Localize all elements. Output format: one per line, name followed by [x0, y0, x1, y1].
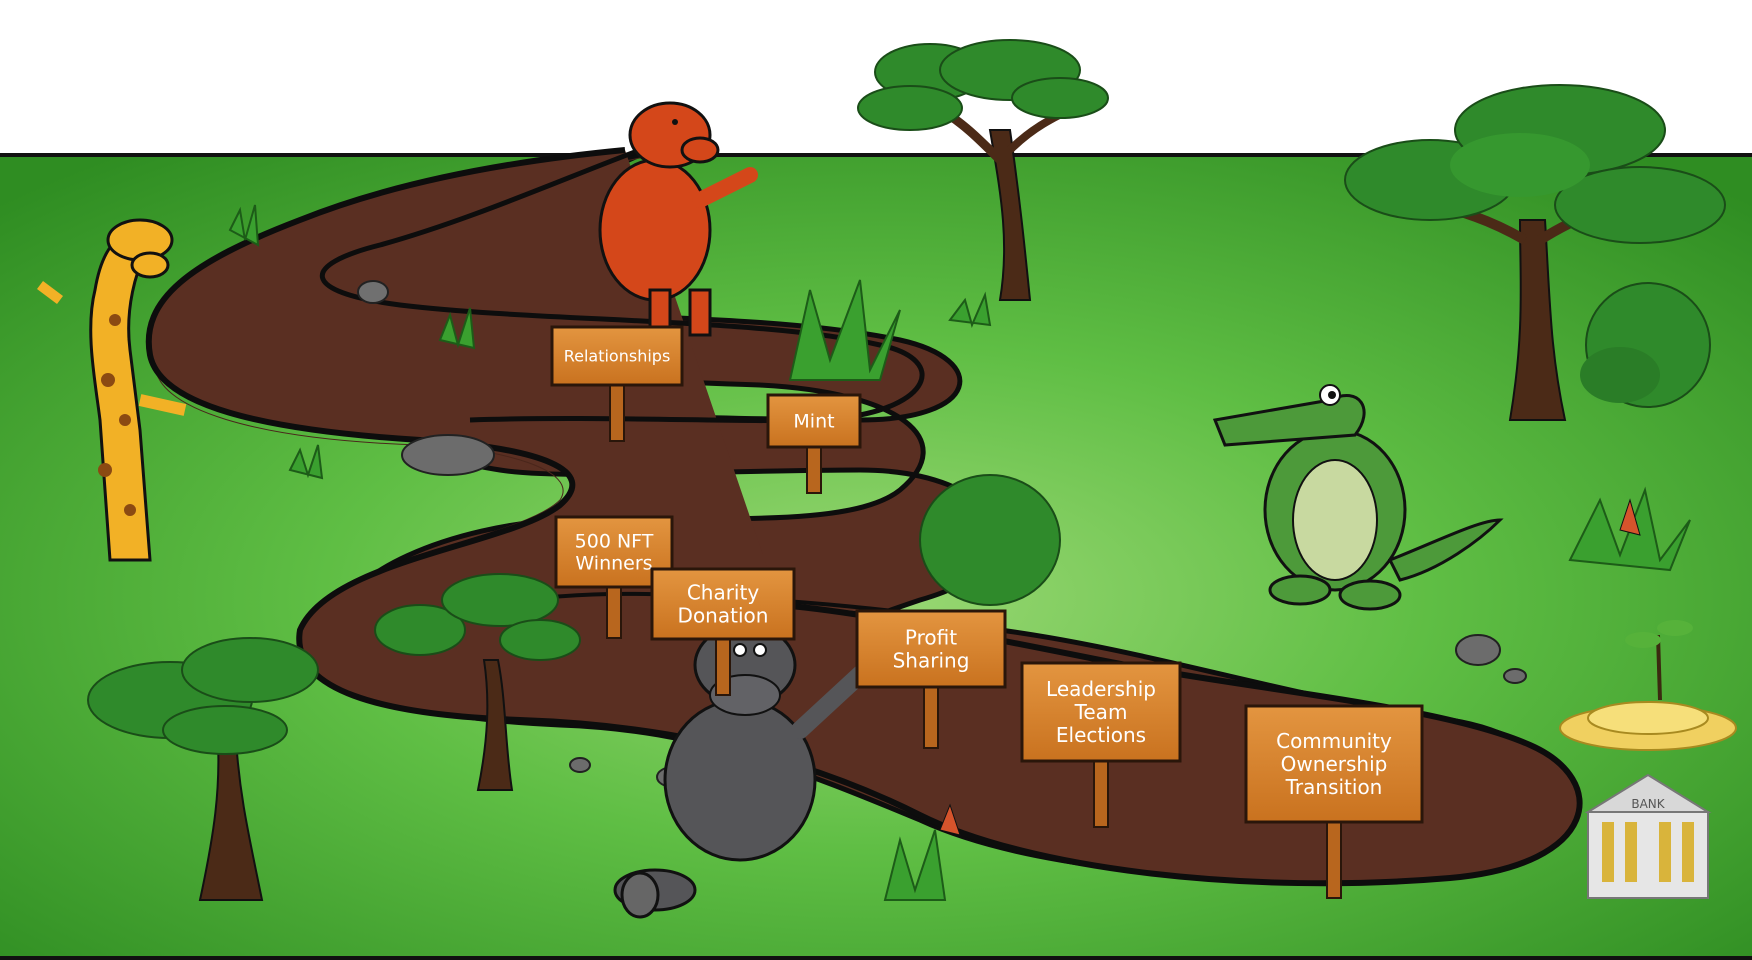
sign-label: Mint	[793, 411, 834, 433]
rock	[357, 280, 389, 304]
sign-label: Profit	[905, 626, 957, 650]
sign-board	[1244, 704, 1424, 824]
sign-label: Elections	[1056, 723, 1146, 747]
tree-top-right	[1344, 84, 1726, 421]
giraffe-character	[37, 218, 187, 562]
rock	[401, 434, 495, 476]
gold-pile	[1559, 620, 1737, 751]
sign-relationships: Relationships	[550, 325, 684, 442]
rock	[1455, 634, 1501, 666]
sign-board	[1020, 661, 1182, 763]
sign-label: Donation	[678, 604, 769, 628]
bush-center	[919, 474, 1061, 606]
sign-board	[550, 325, 684, 387]
sign-post	[609, 380, 625, 442]
sign-post	[923, 682, 939, 749]
bank-label: BANK	[1631, 797, 1665, 811]
warthog-character	[598, 101, 758, 337]
sign-label: Transition	[1285, 775, 1383, 799]
sign-board	[855, 609, 1007, 689]
tree-path-middle	[374, 573, 581, 791]
sign-label: Ownership	[1281, 752, 1388, 776]
sign-label: Relationships	[564, 347, 671, 366]
bank-building: BANK	[1584, 773, 1712, 899]
sign-label: Charity	[687, 581, 760, 605]
sign-post	[806, 442, 822, 494]
sign-board	[650, 567, 796, 641]
sign-post	[715, 634, 731, 696]
sign-label: Community	[1276, 729, 1392, 753]
rock	[569, 757, 591, 773]
sign-post	[606, 582, 622, 639]
tree-top-center	[857, 39, 1109, 301]
sign-post	[1093, 756, 1109, 828]
sign-label: 500 NFT	[575, 531, 654, 553]
sign-label: Sharing	[893, 649, 970, 673]
sign-label: Winners	[575, 553, 652, 575]
bush-right	[1580, 282, 1711, 408]
flower-plant	[939, 498, 1641, 836]
crocodile-character	[1212, 384, 1504, 611]
sign-label: Leadership	[1046, 677, 1156, 701]
sign-post	[1326, 817, 1342, 899]
sign-label: Team	[1074, 700, 1128, 724]
sign-board	[766, 393, 862, 449]
rock	[1503, 668, 1527, 684]
sign-mint: Mint	[766, 393, 862, 494]
tree-bottom-left	[87, 637, 319, 901]
